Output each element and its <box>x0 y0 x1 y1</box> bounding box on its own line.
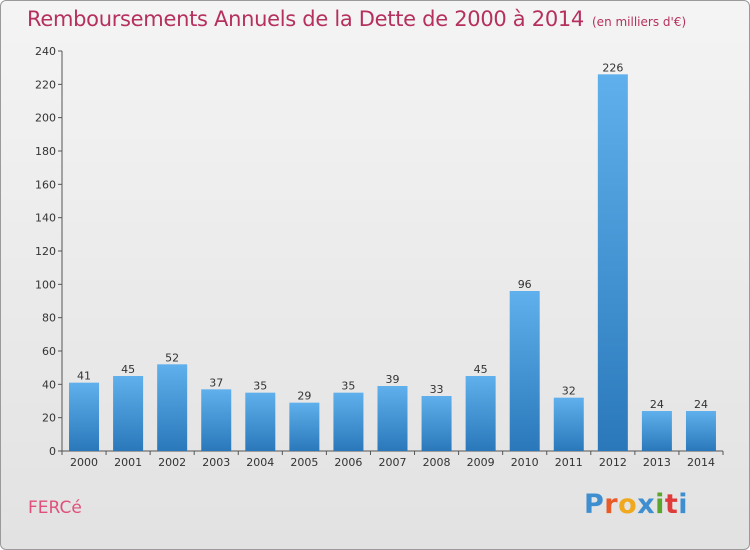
x-tick-label-2008: 2008 <box>423 456 451 469</box>
data-label-2004: 35 <box>253 380 267 393</box>
chart-title: Remboursements Annuels de la Dette de 20… <box>27 7 686 31</box>
bar-2005 <box>289 402 320 451</box>
x-tick-label-2010: 2010 <box>511 456 539 469</box>
bar-2002 <box>157 364 188 451</box>
logo-letter: P <box>584 489 605 520</box>
y-tick-label: 0 <box>49 445 56 458</box>
bar-2010 <box>509 291 540 451</box>
x-tick-label-2003: 2003 <box>202 456 230 469</box>
logo-letter: i <box>655 489 665 520</box>
logo-letter: r <box>604 489 619 520</box>
data-label-2000: 41 <box>77 370 91 383</box>
y-tick-label: 60 <box>42 345 56 358</box>
bar-2014 <box>685 411 716 451</box>
y-tick-label: 100 <box>35 278 56 291</box>
y-tick-label: 120 <box>35 245 56 258</box>
y-tick-label: 80 <box>42 312 56 325</box>
data-label-2005: 29 <box>297 390 311 403</box>
chart-title-text: Remboursements Annuels de la Dette de 20… <box>27 7 584 31</box>
logo-letter: t <box>664 489 679 520</box>
proxiti-logo[interactable]: Proxiti <box>584 489 688 520</box>
y-tick-label: 200 <box>35 112 56 125</box>
data-label-2013: 24 <box>650 398 664 411</box>
bar-2008 <box>421 396 452 451</box>
bar-2011 <box>553 397 584 451</box>
logo-letter: i <box>678 489 689 520</box>
bar-2012 <box>597 74 628 451</box>
x-tick-label-2013: 2013 <box>643 456 671 469</box>
bar-2013 <box>641 411 672 451</box>
y-tick-label: 160 <box>35 178 56 191</box>
y-tick-label: 240 <box>35 45 56 58</box>
bar-2006 <box>333 392 364 451</box>
x-tick-label-2011: 2011 <box>555 456 583 469</box>
x-tick-label-2012: 2012 <box>599 456 627 469</box>
data-label-2014: 24 <box>694 398 708 411</box>
x-tick-label-2009: 2009 <box>467 456 495 469</box>
data-label-2008: 33 <box>430 383 444 396</box>
data-label-2006: 35 <box>341 380 355 393</box>
logo-letter: x <box>637 489 656 520</box>
data-label-2011: 32 <box>562 385 576 398</box>
x-tick-label-2014: 2014 <box>687 456 715 469</box>
bars <box>69 74 716 451</box>
bar-2007 <box>377 386 408 451</box>
x-tick-label-2006: 2006 <box>334 456 362 469</box>
y-tick-label: 180 <box>35 145 56 158</box>
bar-2001 <box>113 376 144 451</box>
commune-name: FERCé <box>28 498 82 518</box>
y-tick-label: 20 <box>42 412 56 425</box>
x-tick-label-2007: 2007 <box>379 456 407 469</box>
data-label-2002: 52 <box>165 351 179 364</box>
data-label-2012: 226 <box>602 61 623 74</box>
data-label-2003: 37 <box>209 376 223 389</box>
data-label-2009: 45 <box>474 363 488 376</box>
bar-2000 <box>69 382 100 451</box>
chart-subtitle: (en milliers d'€) <box>592 15 687 29</box>
y-tick-label: 140 <box>35 212 56 225</box>
data-label-2001: 45 <box>121 363 135 376</box>
bar-2003 <box>201 389 232 451</box>
data-label-2007: 39 <box>386 373 400 386</box>
y-tick-label: 40 <box>42 378 56 391</box>
x-tick-label-2005: 2005 <box>290 456 318 469</box>
y-tick-label: 220 <box>35 78 56 91</box>
x-tick-label-2000: 2000 <box>70 456 98 469</box>
data-label-2010: 96 <box>518 278 532 291</box>
bar-2004 <box>245 392 276 451</box>
x-tick-label-2001: 2001 <box>114 456 142 469</box>
x-tick-label-2004: 2004 <box>246 456 274 469</box>
bar-2009 <box>465 376 496 451</box>
x-tick-label-2002: 2002 <box>158 456 186 469</box>
logo-letter: o <box>618 489 638 520</box>
labels: 2000 41 2001 45 2002 52 2003 37 2004 35 2005 29 2006… <box>70 61 715 469</box>
